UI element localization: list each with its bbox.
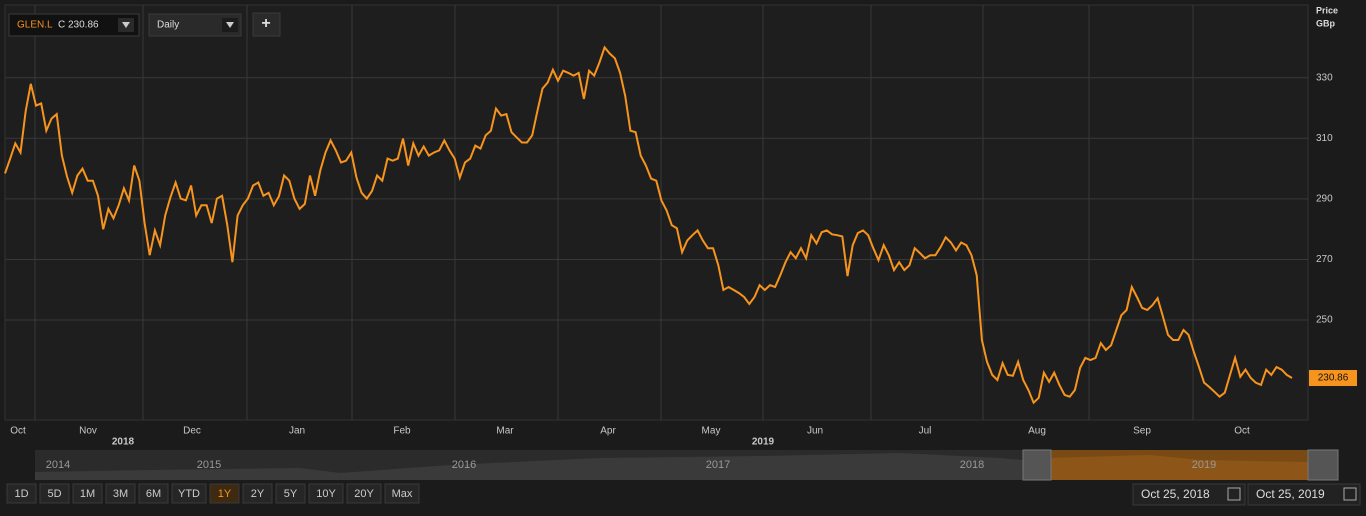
- range-button-label: 5Y: [284, 488, 298, 500]
- range-button-label: 1Y: [218, 488, 232, 500]
- x-tick-label: Jul: [919, 426, 932, 437]
- calendar-icon[interactable]: [1227, 487, 1241, 501]
- range-button[interactable]: [171, 483, 207, 504]
- add-icon: +: [261, 15, 270, 32]
- range-button[interactable]: [308, 483, 344, 504]
- dropdown-arrow: [122, 22, 130, 28]
- navigator-selection-area: [1050, 455, 1308, 480]
- range-button-label: 6M: [146, 488, 161, 500]
- navigator-year: 2018: [960, 459, 984, 471]
- range-button[interactable]: [138, 483, 169, 504]
- range-button[interactable]: [275, 483, 306, 504]
- range-button-label: YTD: [178, 488, 200, 500]
- range-button[interactable]: [6, 483, 37, 504]
- add-button[interactable]: [252, 12, 281, 37]
- range-button[interactable]: [242, 483, 273, 504]
- price-line: [4, 45, 1293, 405]
- y-axis-title: Price: [1316, 5, 1338, 15]
- navigator-year: 2017: [706, 459, 730, 471]
- navigator-year: 2019: [1192, 459, 1216, 471]
- range-button-label: 2Y: [251, 488, 265, 500]
- navigator-year: 2015: [197, 459, 221, 471]
- x-tick-label: Oct: [1234, 426, 1250, 437]
- navigator-handle[interactable]: [1022, 449, 1052, 481]
- range-button-label: 10Y: [316, 488, 336, 500]
- plot: 230.86: [4, 45, 1357, 405]
- navigator-area: [35, 453, 1023, 480]
- x-tick-label: Feb: [393, 426, 411, 437]
- date-from: Oct 25, 2018: [1141, 487, 1210, 501]
- range-button-label: 1M: [80, 488, 95, 500]
- x-tick-label: May: [702, 426, 721, 437]
- last-price-box: [1309, 370, 1357, 387]
- date-to: Oct 25, 2019: [1256, 487, 1325, 501]
- navigator-handle[interactable]: [1307, 449, 1339, 481]
- x-tick-label: Jun: [807, 426, 823, 437]
- y-tick-label: 270: [1316, 254, 1333, 265]
- date-to-box[interactable]: [1247, 483, 1361, 506]
- navigator-year: 2016: [452, 459, 476, 471]
- symbol-box[interactable]: [8, 13, 140, 37]
- plot-area: [4, 4, 1309, 421]
- range-button[interactable]: [105, 483, 136, 504]
- range-button-label: Max: [392, 488, 413, 500]
- last-price-label: 230.86: [1318, 373, 1349, 384]
- x-tick-label: Oct: [10, 426, 26, 437]
- x-tick-label: Mar: [496, 426, 514, 437]
- range-button[interactable]: [384, 483, 420, 504]
- x-tick-label: Aug: [1028, 426, 1046, 437]
- date-from-box[interactable]: [1132, 483, 1246, 506]
- y-tick-label: 250: [1316, 315, 1333, 326]
- grid: 250 270 290 310 330 Oct Nov 2018 Dec Jan Feb Mar Apr…: [5, 5, 1333, 448]
- navigator-year: 2014: [46, 459, 70, 471]
- y-axis-title: GBp: [1316, 18, 1336, 28]
- year-label: 2018: [112, 437, 135, 448]
- interval: Daily: [157, 20, 179, 31]
- navigator-years: 2014 2015 2016 2017 2018 2019: [46, 459, 1216, 471]
- range-button[interactable]: [209, 483, 240, 504]
- x-tick-label: Apr: [600, 426, 616, 437]
- calendar-icon[interactable]: [1343, 487, 1357, 501]
- range-buttons: 1D 5D 1M 3M 6M YTD 1Y 2Y 5Y 10Y 20Y Max: [6, 483, 420, 504]
- range-button-label: 1D: [14, 488, 28, 500]
- range-button-label: 5D: [47, 488, 61, 500]
- symbol: GLEN.L: [17, 20, 53, 31]
- year-label: 2019: [752, 437, 775, 448]
- dropdown-arrow: [226, 22, 234, 28]
- range-button[interactable]: [346, 483, 382, 504]
- x-tick-label: Dec: [183, 426, 201, 437]
- x-tick-label: Jan: [289, 426, 305, 437]
- interval-box[interactable]: [148, 13, 242, 37]
- y-tick-label: 290: [1316, 194, 1333, 205]
- x-tick-label: Nov: [79, 426, 97, 437]
- range-button-label: 20Y: [354, 488, 374, 500]
- y-tick-label: 330: [1316, 72, 1333, 83]
- y-tick-label: 310: [1316, 133, 1333, 144]
- range-button[interactable]: [39, 483, 70, 504]
- range-button-label: 3M: [113, 488, 128, 500]
- close-label: C 230.86: [58, 20, 99, 31]
- x-tick-label: Sep: [1133, 426, 1151, 437]
- range-button[interactable]: [72, 483, 103, 504]
